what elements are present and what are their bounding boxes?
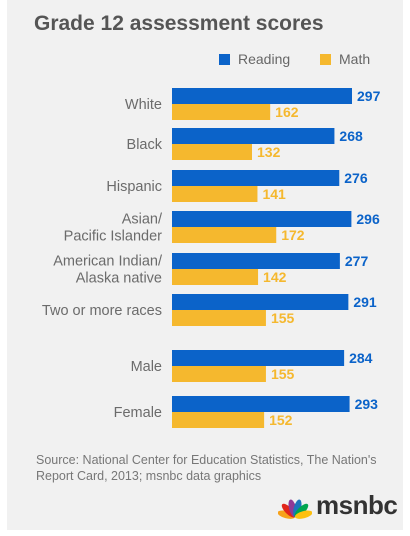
category-label: American Indian/Alaska native [53, 254, 163, 287]
source-footnote: Source: National Center for Education St… [36, 453, 377, 483]
bar-reading [172, 253, 340, 269]
data-label-reading: 296 [356, 211, 380, 227]
category-label-line: Pacific Islander [64, 229, 162, 245]
data-label-reading: 293 [355, 396, 379, 412]
logo-wordmark: msnbc [316, 490, 398, 520]
category-label-line: Hispanic [106, 179, 162, 195]
bar-math [172, 269, 259, 285]
bar-math [172, 310, 266, 326]
category-label-line: Black [127, 137, 163, 153]
bar-reading [172, 211, 352, 227]
bar-reading [172, 128, 335, 144]
legend-item-reading: Reading [219, 51, 290, 67]
bar-math [172, 227, 277, 243]
legend-label-reading: Reading [238, 51, 291, 67]
peacock-icon [278, 499, 312, 519]
data-label-math: 142 [263, 269, 287, 285]
legend-label-math: Math [339, 51, 371, 67]
bar-reading [172, 170, 340, 186]
category-label: Male [131, 359, 162, 375]
bar-math [172, 186, 258, 202]
data-label-math: 155 [271, 310, 295, 326]
data-label-math: 162 [275, 104, 299, 120]
data-label-math: 172 [281, 227, 305, 243]
bar-reading [172, 396, 350, 412]
data-label-reading: 277 [345, 253, 369, 269]
bar-math [172, 104, 271, 120]
data-label-reading: 276 [344, 170, 368, 186]
legend-swatch-reading [219, 54, 230, 65]
bar-reading [172, 294, 349, 310]
category-label-line: American Indian/ [53, 254, 163, 270]
legend-item-math: Math [320, 51, 370, 67]
category-label: Black [127, 137, 163, 153]
category-label: Female [114, 405, 162, 421]
category-label: Two or more races [42, 303, 162, 319]
data-label-math: 132 [257, 144, 281, 160]
data-label-reading: 297 [357, 88, 381, 104]
category-label-line: Two or more races [42, 303, 162, 319]
category-label-line: Male [131, 359, 162, 375]
bar-math [172, 412, 265, 428]
bar-reading [172, 350, 345, 366]
category-label: White [125, 97, 162, 113]
data-label-reading: 284 [349, 350, 373, 366]
data-label-reading: 268 [339, 128, 363, 144]
category-label: Hispanic [106, 179, 162, 195]
legend-swatch-math [320, 54, 331, 65]
category-label-line: Female [114, 405, 162, 421]
category-label-line: Asian/ [122, 212, 163, 228]
data-label-math: 141 [262, 186, 286, 202]
bar-math [172, 366, 266, 382]
category-label-line: Alaska native [76, 271, 162, 287]
data-label-math: 155 [271, 366, 295, 382]
data-label-math: 152 [269, 412, 293, 428]
bar-reading [172, 88, 352, 104]
category-label: Asian/Pacific Islander [64, 212, 163, 245]
bar-math [172, 144, 252, 160]
category-label-line: White [125, 97, 162, 113]
data-label-reading: 291 [353, 294, 377, 310]
chart-title: Grade 12 assessment scores [34, 12, 324, 35]
msnbc-logo: msnbc [278, 490, 398, 521]
